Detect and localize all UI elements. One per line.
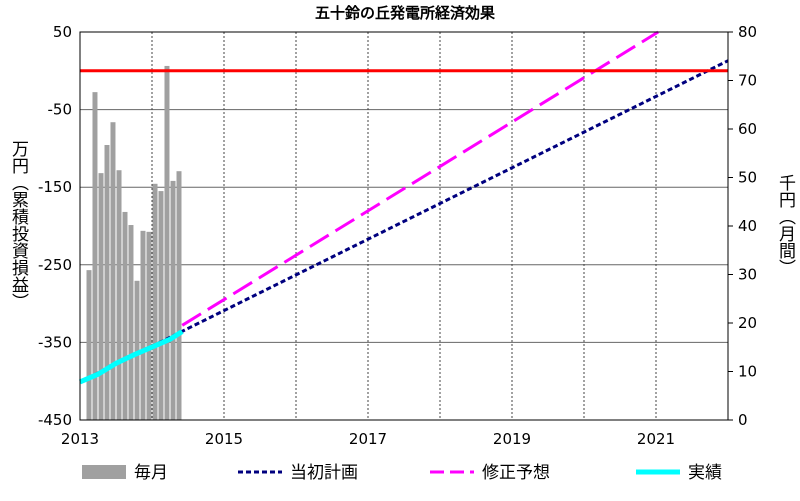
bar bbox=[134, 280, 140, 420]
x-tick-label: 2019 bbox=[493, 430, 531, 448]
bar bbox=[86, 270, 92, 420]
x-tick-label: 2017 bbox=[349, 430, 387, 448]
bar bbox=[104, 145, 110, 420]
legend-swatch bbox=[82, 465, 126, 479]
line bbox=[79, 59, 729, 384]
y2-axis-label: 千円（月間） bbox=[775, 174, 796, 276]
x-tick-label: 2013 bbox=[61, 430, 99, 448]
chart-title: 五十鈴の丘発電所経済効果 bbox=[315, 4, 496, 22]
x-tick-label: 2015 bbox=[205, 430, 243, 448]
bar bbox=[146, 231, 152, 420]
bar bbox=[152, 183, 158, 420]
y2-tick-label: 0 bbox=[738, 411, 748, 429]
legend-label: 毎月 bbox=[134, 463, 168, 483]
bar bbox=[116, 170, 122, 420]
y-axis-label: 万円（累積投資損益） bbox=[8, 140, 29, 310]
bar bbox=[158, 191, 164, 420]
legend-label: 当初計画 bbox=[290, 463, 358, 483]
y2-tick-label: 80 bbox=[738, 23, 757, 41]
line bbox=[181, 30, 659, 327]
y-tick-label: -250 bbox=[38, 256, 72, 274]
y2-tick-label: 60 bbox=[738, 120, 757, 138]
y2-tick-label: 20 bbox=[738, 314, 757, 332]
legend-label: 修正予想 bbox=[482, 463, 550, 483]
y2-tick-label: 70 bbox=[738, 72, 757, 90]
bar bbox=[176, 171, 182, 420]
y-tick-label: -150 bbox=[38, 178, 72, 196]
y2-tick-label: 40 bbox=[738, 217, 757, 235]
y-tick-label: 50 bbox=[53, 23, 72, 41]
plot-border bbox=[79, 31, 729, 421]
bar bbox=[122, 211, 128, 420]
bar bbox=[92, 92, 98, 420]
bar bbox=[140, 230, 146, 420]
bar bbox=[110, 122, 116, 421]
bar bbox=[164, 65, 170, 420]
bar bbox=[128, 225, 134, 420]
y2-tick-label: 50 bbox=[738, 169, 757, 187]
bar bbox=[170, 180, 176, 420]
y2-tick-label: 30 bbox=[738, 266, 757, 284]
y-tick-label: -50 bbox=[48, 101, 73, 119]
y-tick-label: -350 bbox=[38, 333, 72, 351]
x-tick-label: 2021 bbox=[637, 430, 675, 448]
bar bbox=[98, 173, 104, 420]
legend-label: 実績 bbox=[688, 463, 722, 483]
y2-tick-label: 10 bbox=[738, 363, 757, 381]
y-tick-label: -450 bbox=[38, 411, 72, 429]
line bbox=[79, 329, 184, 385]
